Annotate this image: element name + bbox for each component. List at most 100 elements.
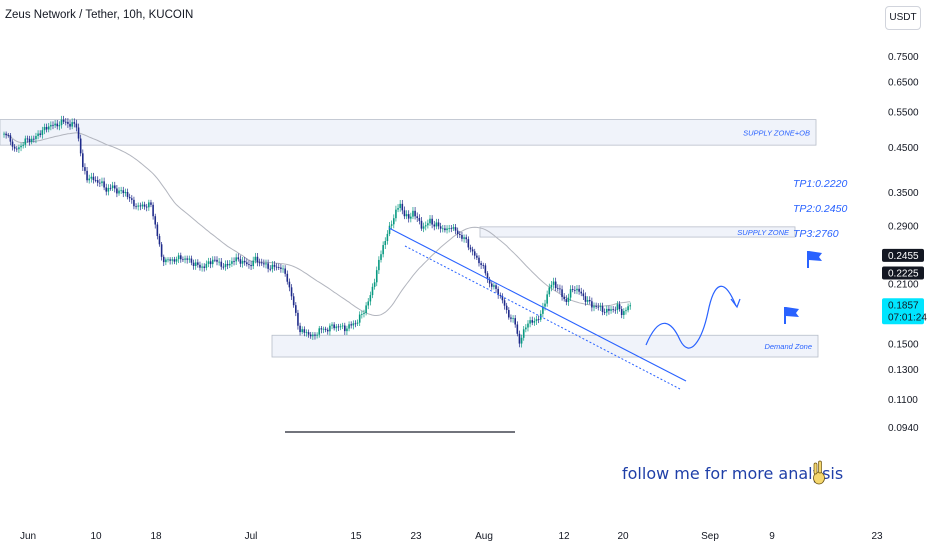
candle bbox=[380, 250, 382, 263]
candle bbox=[529, 316, 531, 328]
candle bbox=[329, 323, 331, 336]
candle-body bbox=[186, 258, 188, 260]
candle-body bbox=[246, 262, 248, 265]
candle-body bbox=[412, 210, 414, 217]
candle-body bbox=[452, 227, 455, 229]
candle bbox=[614, 306, 617, 314]
candle bbox=[514, 315, 516, 328]
candle-body bbox=[482, 265, 485, 266]
candle-body bbox=[45, 126, 48, 130]
candle bbox=[184, 255, 186, 264]
candle bbox=[160, 242, 163, 261]
candle bbox=[424, 221, 427, 231]
candle-body bbox=[352, 323, 355, 326]
candle bbox=[623, 308, 625, 319]
candle-body bbox=[173, 259, 176, 262]
candle bbox=[77, 123, 80, 142]
candle-body bbox=[525, 327, 527, 330]
candle-body bbox=[167, 259, 169, 261]
candle bbox=[612, 306, 614, 313]
candle-body bbox=[131, 198, 133, 200]
candle-body bbox=[145, 206, 148, 208]
candle bbox=[314, 332, 316, 340]
candle-body bbox=[158, 236, 161, 245]
candle bbox=[45, 123, 48, 133]
candle bbox=[322, 326, 325, 334]
x-tick-label-3: 18 bbox=[150, 531, 162, 542]
x-tick-label-8: 12 bbox=[558, 531, 570, 542]
candle bbox=[265, 259, 267, 269]
currency-unit-button[interactable]: USDT bbox=[885, 6, 921, 30]
candle bbox=[467, 236, 470, 251]
candle bbox=[416, 212, 419, 222]
candle bbox=[567, 293, 570, 306]
candle-body bbox=[574, 289, 576, 291]
candle bbox=[384, 237, 387, 249]
candle-body bbox=[92, 176, 95, 181]
candle bbox=[250, 261, 252, 271]
candle bbox=[197, 259, 199, 268]
candle bbox=[26, 135, 29, 143]
candle bbox=[352, 320, 355, 330]
candle bbox=[399, 199, 401, 212]
candle bbox=[263, 259, 265, 268]
candle-body bbox=[239, 259, 242, 264]
candle bbox=[516, 321, 519, 337]
candle-body bbox=[495, 285, 497, 289]
candle-body bbox=[586, 300, 589, 302]
flag-icon-lower bbox=[784, 307, 799, 324]
candle bbox=[495, 282, 497, 293]
candle-body bbox=[533, 321, 536, 323]
candle-body bbox=[484, 265, 487, 274]
candle-body bbox=[514, 318, 516, 325]
price-marker-label-1: 0.2455 bbox=[888, 251, 919, 262]
candle bbox=[62, 115, 65, 124]
x-tick-label-5: 15 bbox=[350, 531, 362, 542]
candle bbox=[588, 296, 591, 305]
candle bbox=[216, 256, 218, 266]
candle bbox=[64, 118, 67, 126]
candle-body bbox=[252, 260, 255, 267]
candle bbox=[113, 181, 116, 193]
candle-body bbox=[273, 264, 276, 267]
candle-body bbox=[299, 325, 301, 333]
candle-body bbox=[563, 296, 565, 300]
candle-body bbox=[516, 324, 519, 334]
candle-body bbox=[605, 308, 608, 313]
candle bbox=[218, 258, 220, 266]
candle bbox=[405, 210, 408, 220]
candle bbox=[52, 121, 54, 130]
candle-body bbox=[463, 237, 465, 239]
candle bbox=[439, 222, 442, 233]
candle bbox=[418, 214, 421, 225]
candle-body bbox=[7, 135, 10, 137]
candle-body bbox=[67, 121, 69, 124]
candle bbox=[358, 311, 361, 327]
candle bbox=[620, 306, 623, 319]
candle bbox=[605, 305, 608, 317]
candle-body bbox=[497, 288, 499, 296]
candle bbox=[290, 284, 293, 301]
candle-body bbox=[375, 270, 378, 283]
candle-body bbox=[26, 138, 29, 140]
candle-body bbox=[128, 196, 131, 199]
candle-body bbox=[505, 305, 508, 311]
candle bbox=[233, 257, 235, 266]
candle-body bbox=[284, 268, 286, 274]
candle-body bbox=[190, 258, 193, 263]
candle-body bbox=[565, 299, 568, 302]
candle-body bbox=[395, 209, 397, 219]
candle bbox=[299, 322, 301, 336]
candle-body bbox=[433, 224, 436, 227]
candle-body bbox=[335, 326, 338, 329]
candle bbox=[501, 293, 504, 304]
candle-body bbox=[399, 203, 401, 209]
candle bbox=[282, 265, 284, 273]
candle-body bbox=[382, 245, 384, 255]
candle bbox=[591, 297, 593, 312]
candle-body bbox=[237, 257, 240, 260]
candle-body bbox=[101, 181, 103, 184]
candle bbox=[235, 253, 237, 266]
candle bbox=[584, 292, 587, 306]
